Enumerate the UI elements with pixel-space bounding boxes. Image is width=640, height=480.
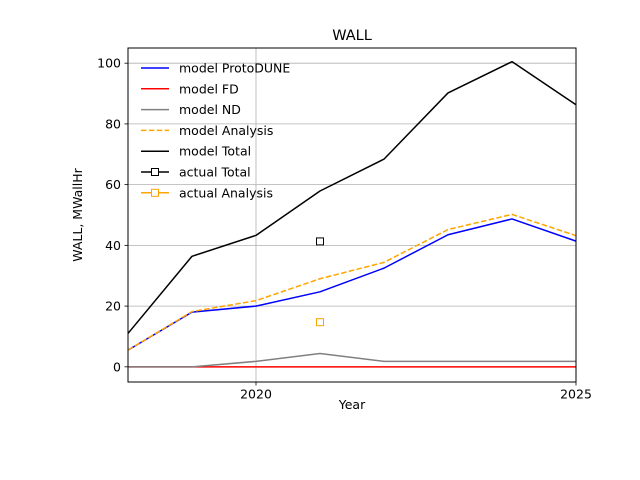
legend-label-6: actual Analysis — [179, 185, 273, 200]
x-axis-label: Year — [338, 397, 366, 412]
legend-marker-6 — [151, 188, 159, 197]
legend: model ProtoDUNE model FD model ND model Ana… — [141, 61, 290, 200]
y-tick-label: 40 — [105, 238, 121, 253]
legend-label-4: model Total — [179, 144, 251, 159]
legend-label-1: model FD — [179, 81, 239, 96]
series-lines — [127, 60, 577, 368]
y-tick-label: 60 — [105, 177, 121, 192]
y-tick-label: 20 — [105, 299, 121, 314]
y-tick-label: 80 — [105, 116, 121, 131]
y-tick-label: 0 — [113, 359, 121, 374]
legend-label-5: actual Total — [179, 165, 251, 180]
legend-label-2: model ND — [179, 102, 241, 117]
series-markers — [316, 237, 324, 327]
y-axis-label: WALL, MWallHr — [70, 167, 85, 261]
axes: 0 20 40 60 80 100 2020 2025 — [97, 56, 592, 402]
chart-title: WALL — [332, 28, 372, 44]
series-line-2 — [128, 352, 576, 368]
x-tick-label: 2025 — [560, 387, 592, 402]
plot-area-frame — [127, 47, 577, 383]
x-tick-label: 2020 — [240, 387, 272, 402]
y-tick-label: 100 — [97, 56, 121, 71]
series-line-4 — [127, 60, 577, 334]
grid-lines — [128, 48, 577, 382]
legend-label-0: model ProtoDUNE — [179, 61, 290, 76]
series-line-0 — [127, 218, 577, 351]
legend-marker-5 — [151, 168, 159, 176]
series-line-3 — [127, 213, 577, 351]
data-point-marker — [316, 237, 324, 246]
data-point-marker — [316, 318, 324, 327]
legend-label-3: model Analysis — [179, 123, 273, 138]
